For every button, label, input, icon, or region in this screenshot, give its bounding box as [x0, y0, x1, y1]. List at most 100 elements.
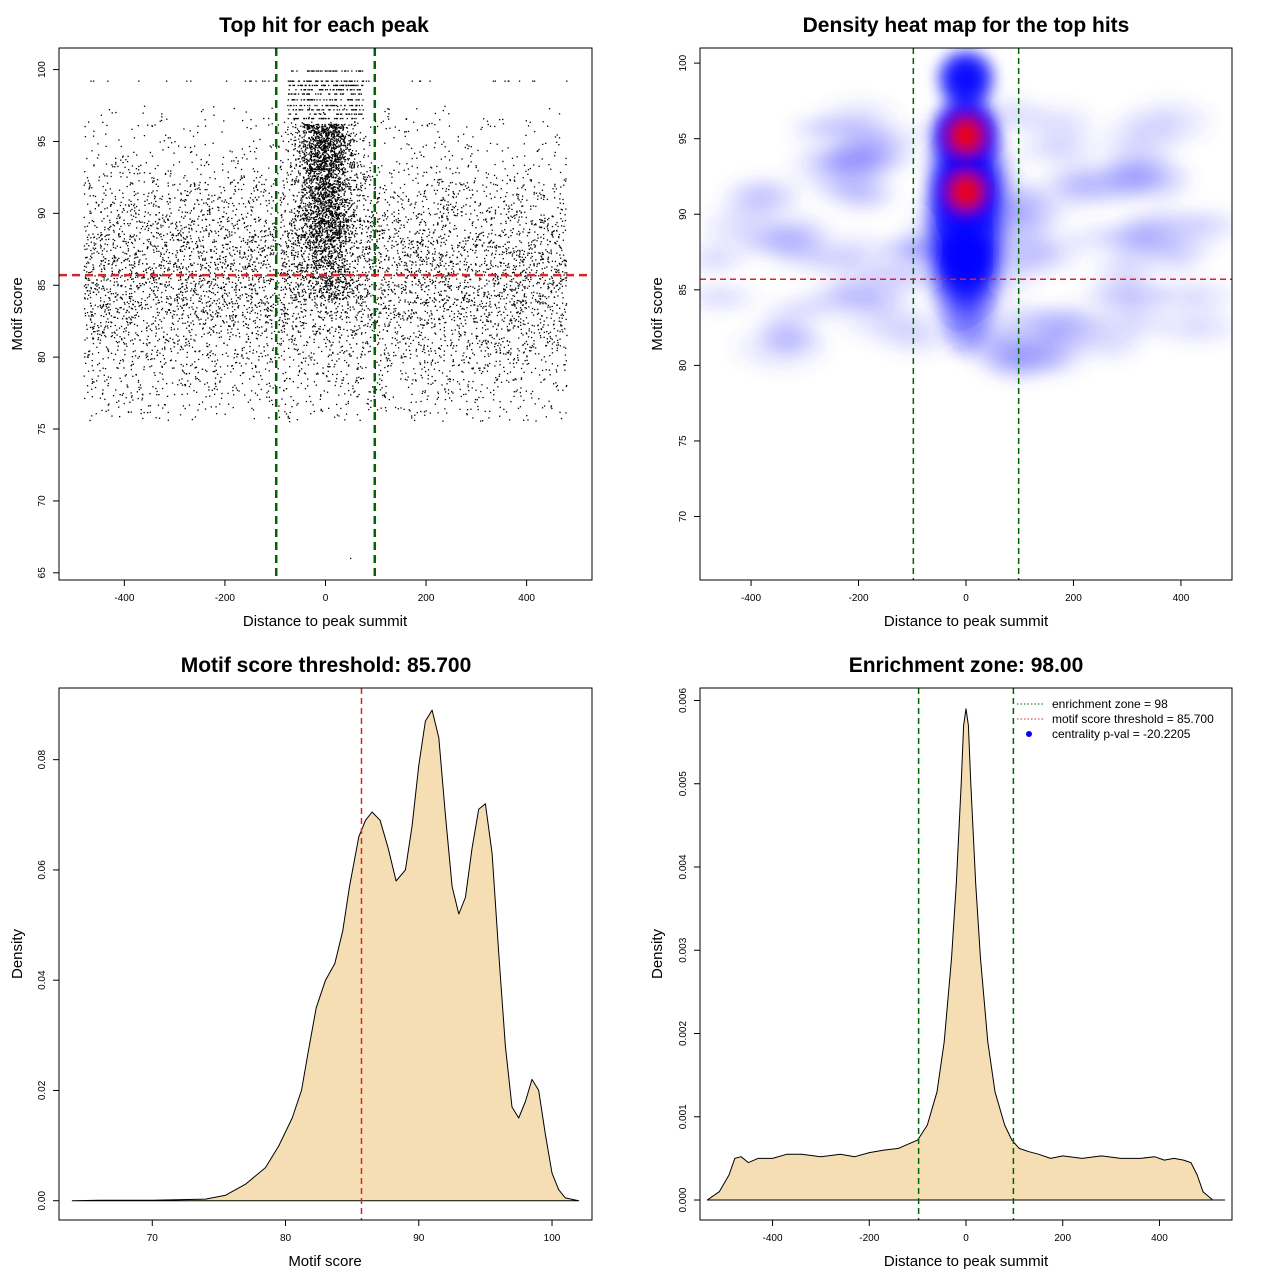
scatter-point	[89, 318, 92, 320]
scatter-point	[124, 280, 126, 282]
scatter-point	[281, 313, 283, 315]
scatter-point	[101, 288, 103, 290]
scatter-point	[431, 122, 433, 125]
scatter-point	[509, 178, 511, 181]
scatter-point	[377, 201, 379, 203]
scatter-point	[392, 311, 395, 313]
scatter-point	[304, 224, 306, 227]
scatter-point	[504, 289, 506, 291]
scatter-point	[177, 189, 179, 191]
scatter-point	[295, 220, 297, 222]
scatter-point	[188, 231, 190, 233]
scatter-point	[208, 233, 210, 236]
scatter-point	[380, 261, 382, 263]
scatter-point	[327, 248, 330, 250]
scatter-point	[115, 307, 117, 310]
scatter-point	[460, 211, 462, 213]
scatter-point	[116, 329, 118, 331]
scatter-point	[266, 321, 268, 323]
scatter-point	[180, 198, 182, 200]
scatter-point	[123, 328, 126, 330]
scatter-point	[466, 292, 468, 294]
scatter-point	[541, 189, 544, 191]
scatter-point	[442, 197, 444, 199]
scatter-point	[170, 172, 172, 175]
scatter-point	[415, 401, 417, 403]
scatter-point	[445, 262, 447, 265]
scatter-point	[414, 272, 416, 274]
scatter-point	[129, 293, 131, 295]
scatter-point	[86, 225, 89, 227]
scatter-point	[154, 196, 156, 198]
scatter-point	[557, 295, 559, 297]
scatter-point	[303, 258, 305, 260]
scatter-point	[391, 290, 393, 292]
scatter-point	[345, 317, 348, 319]
scatter-point	[211, 257, 213, 259]
scatter-point	[363, 266, 365, 268]
scatter-point	[374, 252, 376, 254]
scatter-point	[225, 315, 227, 317]
scatter-point	[462, 247, 464, 249]
scatter-point	[450, 343, 452, 345]
scatter-point	[332, 341, 334, 344]
scatter-point	[97, 352, 100, 354]
scatter-point	[261, 250, 264, 252]
scatter-point	[481, 225, 483, 228]
scatter-point	[241, 257, 243, 259]
scatter-point	[270, 185, 273, 187]
scatter-point	[258, 355, 260, 358]
scatter-point	[144, 228, 146, 230]
scatter-point	[535, 420, 537, 422]
scatter-point	[246, 126, 248, 129]
scatter-point	[345, 250, 347, 252]
scatter-point	[111, 272, 113, 274]
scatter-point	[303, 322, 305, 325]
scatter-point	[198, 358, 200, 361]
scatter-point	[516, 210, 518, 212]
scatter-point	[385, 189, 387, 191]
scatter-point	[138, 263, 140, 266]
scatter-point	[182, 199, 184, 202]
scatter-point	[166, 201, 168, 203]
scatter-point	[511, 279, 513, 281]
scatter-point	[332, 214, 334, 217]
scatter-point	[182, 236, 185, 239]
scatter-point	[155, 296, 157, 298]
scatter-point	[368, 292, 371, 295]
scatter-point	[292, 194, 294, 196]
scatter-point	[391, 176, 393, 178]
scatter-point	[492, 183, 495, 185]
scatter-point	[308, 245, 310, 247]
scatter-point	[555, 285, 557, 287]
scatter-point	[214, 263, 216, 266]
scatter-point	[235, 294, 237, 296]
scatter-point	[86, 157, 88, 160]
scatter-point	[300, 335, 302, 337]
scatter-point	[290, 263, 293, 266]
scatter-point	[90, 249, 92, 252]
scatter-point	[387, 308, 390, 310]
scatter-point	[505, 308, 507, 310]
scatter-point	[541, 158, 543, 160]
scatter-point	[339, 292, 342, 294]
scatter-point	[547, 258, 549, 260]
scatter-point	[526, 277, 528, 279]
scatter-point	[194, 376, 197, 378]
scatter-point	[233, 179, 235, 181]
scatter-point	[498, 306, 500, 309]
scatter-point	[257, 171, 259, 173]
scatter-point	[171, 273, 173, 275]
scatter-point	[257, 279, 260, 281]
scatter-point	[522, 258, 524, 261]
scatter-point	[280, 197, 282, 199]
scatter-point	[250, 249, 253, 251]
scatter-point	[368, 142, 371, 144]
scatter-point	[208, 281, 211, 283]
scatter-point	[412, 339, 414, 342]
scatter-point	[263, 289, 265, 292]
scatter-point	[222, 282, 224, 284]
scatter-point	[542, 258, 545, 260]
scatter-point	[440, 356, 442, 358]
scatter-point	[164, 245, 166, 247]
